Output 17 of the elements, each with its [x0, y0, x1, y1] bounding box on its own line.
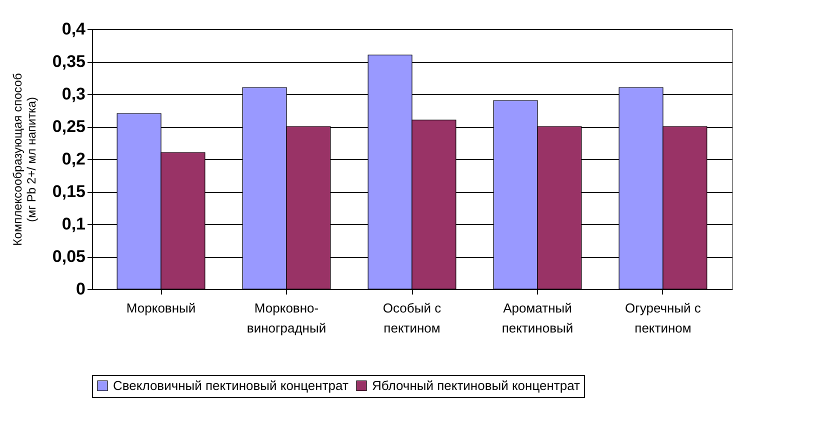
y-tick-label: 0,05	[52, 247, 86, 266]
legend-label: Свекловичный пектиновый концентрат	[113, 378, 348, 393]
x-tick-label: Морковный	[126, 300, 196, 316]
y-axis-title: Комплексообразующая способ (мг Pb 2+/ мл напитка)	[10, 73, 38, 246]
legend-label: Яблочный пектиновый концентрат	[372, 378, 580, 393]
y-tick-label: 0,1	[62, 214, 86, 234]
y-tick-label: 0,25	[52, 117, 86, 136]
y-tick-label: 0,35	[52, 52, 86, 71]
x-tick-label: Особый с пектином	[382, 300, 442, 336]
x-tick-label: Морковно- виноградный	[246, 300, 326, 336]
x-tick-label: Ароматный пектиновый	[502, 300, 574, 336]
y-tick-label: 0	[76, 280, 86, 298]
y-tick-label: 0,3	[62, 84, 86, 104]
x-tick-label: Огуречный с пектином	[625, 300, 702, 336]
y-tick-label: 0,4	[62, 20, 86, 38]
y-tick-label: 0,15	[52, 182, 86, 201]
y-tick-label: 0,2	[62, 150, 86, 168]
